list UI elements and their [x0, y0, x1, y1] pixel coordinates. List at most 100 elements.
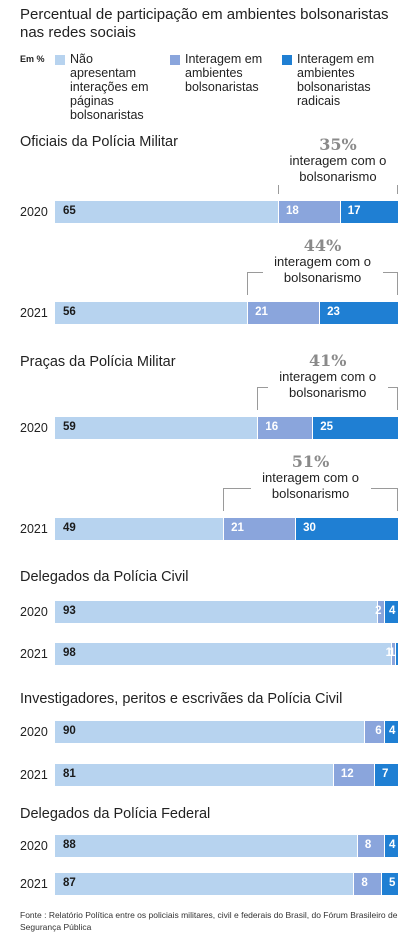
stacked-bar: 59 16 25: [55, 417, 398, 439]
year-label: 2021: [20, 877, 48, 891]
legend-swatch-medium: [170, 55, 180, 65]
bar-segment: [384, 601, 398, 623]
bar-segment: [55, 764, 333, 786]
legend-item-interact: Interagem em ambientes bolsonaristas: [170, 52, 275, 94]
annotation-text: interagem com o bolsonarismo: [267, 369, 388, 401]
bar-segment: [247, 302, 320, 324]
stacked-bar: 49 21 30: [55, 518, 398, 540]
annotation-text: interagem com o bolsonarismo: [262, 254, 383, 286]
data-label: 59: [63, 421, 76, 433]
data-label: 1: [389, 647, 396, 659]
bar-segment: [55, 417, 258, 439]
group-title: Delegados da Polícia Civil: [20, 569, 189, 585]
data-label: 6: [375, 725, 382, 737]
data-label: 16: [265, 421, 279, 433]
legend-item-no-interaction: Não apresentam interações em páginas bol…: [55, 52, 155, 122]
bar-segment: [391, 643, 395, 665]
group-title: Oficiais da Polícia Militar: [20, 134, 178, 150]
bar-segment: [55, 835, 357, 857]
source-note: Fonte : Relatório Política entre os poli…: [20, 910, 398, 932]
data-label: 12: [340, 768, 354, 780]
bar-segment: [55, 601, 378, 623]
bar-segment: [363, 721, 385, 743]
chart-title: Percentual de participação em ambientes …: [20, 6, 389, 41]
stacked-bar: 65 18 17: [55, 201, 398, 223]
data-label: 49: [63, 522, 76, 534]
data-label: 23: [327, 306, 340, 318]
data-label: 98: [63, 647, 76, 659]
year-label: 2020: [20, 725, 48, 739]
group-title: Praças da Polícia Militar: [20, 354, 176, 370]
year-label: 2021: [20, 647, 48, 661]
annotation-percent: 51%: [291, 452, 330, 471]
bar-segment: [55, 873, 354, 895]
year-label: 2020: [20, 421, 48, 435]
bar-segment: [257, 417, 313, 439]
data-label: 4: [389, 725, 396, 737]
stacked-bar: 88 8 4: [55, 835, 398, 857]
stacked-bar: 98 1 1: [55, 643, 398, 665]
bar-segment: [55, 721, 364, 743]
annotation-percent: 41%: [308, 351, 347, 370]
bar-segment: [356, 835, 385, 857]
data-label: 87: [63, 877, 76, 889]
bar-segment: [277, 201, 340, 223]
bar-segment: [55, 643, 392, 665]
data-label: 65: [63, 205, 76, 217]
bar-segment: [319, 302, 398, 324]
data-label: 7: [381, 768, 389, 780]
bar-segment: [339, 201, 398, 223]
bar-segment: [394, 643, 398, 665]
bar-segment: [384, 835, 398, 857]
bar-segment: [312, 417, 398, 439]
bar-segment: [295, 518, 398, 540]
bar-segment: [55, 201, 278, 223]
legend-item-radical: Interagem em ambientes bolsonaristas rad…: [282, 52, 392, 108]
bar-segment: [373, 764, 398, 786]
data-label: 25: [320, 421, 334, 433]
annotation-percent: 35%: [319, 135, 357, 154]
bar-segment: [55, 302, 248, 324]
year-label: 2020: [20, 605, 48, 619]
data-label: 88: [63, 839, 76, 851]
data-label: 56: [63, 306, 76, 318]
year-label: 2020: [20, 205, 48, 219]
year-label: 2021: [20, 306, 48, 320]
stacked-bar: 90 6 4: [55, 721, 398, 743]
data-label: 30: [303, 522, 316, 534]
legend-swatch-dark: [282, 55, 292, 65]
data-label: 17: [347, 205, 361, 217]
unit-label: Em %: [20, 54, 45, 64]
data-label: 21: [231, 522, 244, 534]
annotation-text: interagem com o bolsonarismo: [277, 153, 398, 185]
year-label: 2021: [20, 768, 48, 782]
data-label: 93: [63, 605, 76, 617]
data-label: 90: [63, 725, 76, 737]
stacked-bar: 81 12 7: [55, 764, 398, 786]
group-title: Delegados da Polícia Federal: [20, 806, 211, 822]
bar-segment: [332, 764, 374, 786]
data-label: 4: [389, 605, 396, 617]
annotation-percent: 44%: [303, 236, 342, 255]
bar-segment: [55, 518, 224, 540]
stacked-bar: 87 8 5: [55, 873, 398, 895]
annotation-text: interagem com o bolsonarismo: [250, 470, 371, 502]
year-label: 2021: [20, 522, 48, 536]
data-label: 4: [389, 839, 396, 851]
bar-segment: [377, 601, 385, 623]
data-label: 18: [285, 205, 299, 217]
year-label: 2020: [20, 839, 48, 853]
legend-swatch-light: [55, 55, 65, 65]
stacked-bar: 93 2 4: [55, 601, 398, 623]
legend-label: Interagem em ambientes bolsonaristas: [185, 52, 263, 94]
bar-segment: [384, 721, 398, 743]
bar-segment: [380, 873, 398, 895]
data-label: 8: [364, 839, 372, 851]
bar-segment: [223, 518, 296, 540]
data-label: 21: [255, 306, 268, 318]
data-label: 81: [63, 768, 76, 780]
legend-label: Interagem em ambientes bolsonaristas rad…: [297, 52, 375, 108]
bar-segment: [353, 873, 381, 895]
group-title: Investigadores, peritos e escrivães da P…: [20, 691, 343, 707]
